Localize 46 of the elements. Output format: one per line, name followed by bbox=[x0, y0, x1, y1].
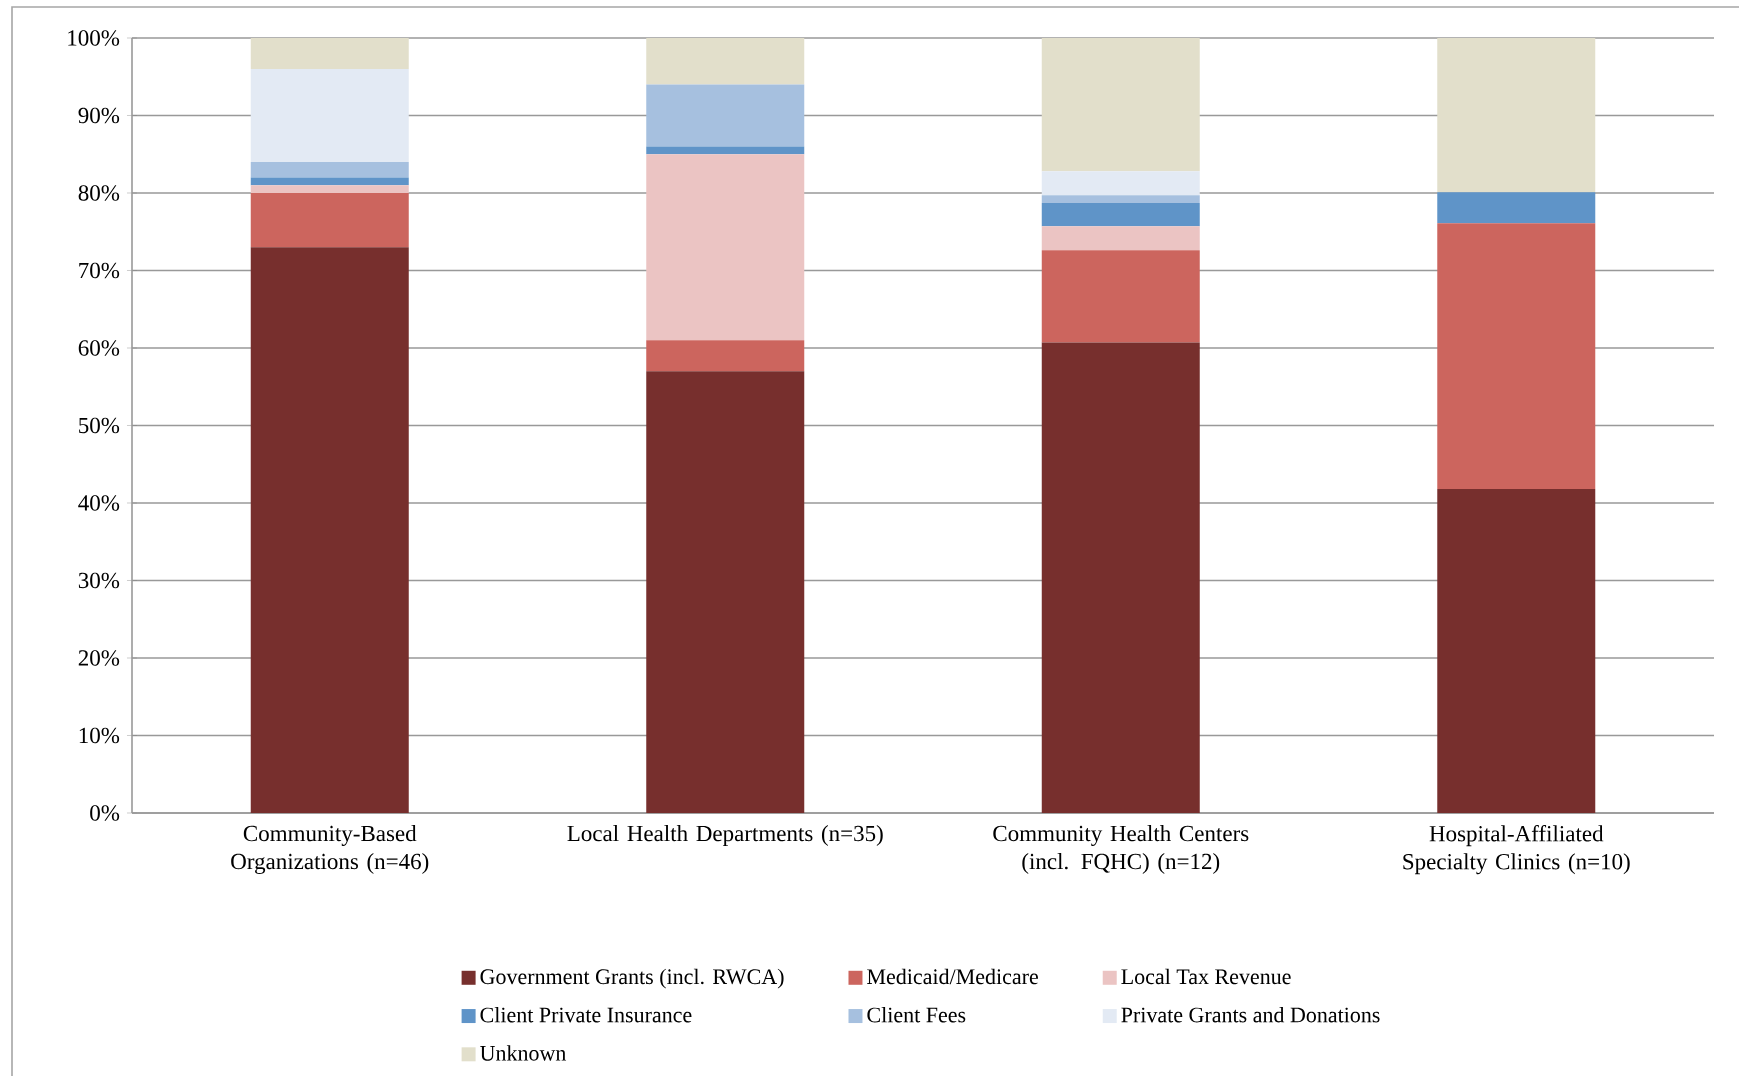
y-tick-label: 40% bbox=[78, 495, 120, 511]
bar bbox=[250, 185, 409, 193]
bar bbox=[646, 37, 805, 85]
bar bbox=[250, 247, 409, 813]
y-tick-label: 10% bbox=[79, 727, 120, 744]
bar bbox=[1437, 223, 1596, 490]
y-tick-label: 100% bbox=[68, 30, 120, 46]
legend-label: Client Fees bbox=[867, 1006, 966, 1023]
legend-label: Medicaid/Medicare bbox=[867, 968, 1038, 985]
x-tick-label: Hospital-Affiliated Specialty Clinics (n=10) bbox=[1403, 825, 1630, 875]
bar bbox=[1437, 489, 1596, 813]
bar bbox=[646, 154, 805, 341]
legend-label: Unknown bbox=[480, 1045, 567, 1061]
bar bbox=[1041, 226, 1200, 251]
legend-label: Government Grants (incl. RWCA) bbox=[480, 968, 784, 989]
x-tick-label: Community-Based Organizations (n=46) bbox=[231, 825, 429, 874]
bar bbox=[1437, 37, 1596, 193]
bar bbox=[1041, 250, 1200, 343]
legend-label: Local Tax Revenue bbox=[1121, 968, 1291, 985]
y-tick-label: 50% bbox=[79, 417, 120, 434]
bar bbox=[646, 146, 805, 155]
y-tick-label: 80% bbox=[78, 185, 120, 201]
y-tick-label: 30% bbox=[78, 572, 120, 589]
legend-label: Client Private Insurance bbox=[480, 1006, 692, 1023]
bar bbox=[250, 37, 409, 69]
y-tick-label: 20% bbox=[78, 650, 120, 666]
bar bbox=[250, 192, 409, 248]
x-tick-label: Community Health Centers (incl. FQHC) (n=12) bbox=[993, 825, 1249, 874]
bar bbox=[250, 161, 409, 178]
bar bbox=[1437, 192, 1596, 224]
x-tick-label: Local Health Departments (n=35) bbox=[567, 825, 883, 846]
bar bbox=[646, 84, 805, 147]
bar bbox=[646, 371, 805, 813]
bar bbox=[1041, 342, 1200, 813]
legend-label: Private Grants and Donations bbox=[1121, 1006, 1380, 1023]
y-tick-label: 0% bbox=[90, 805, 120, 821]
bar bbox=[1041, 195, 1200, 204]
bar bbox=[1041, 203, 1200, 227]
y-tick-label: 90% bbox=[78, 107, 120, 124]
bar bbox=[250, 68, 409, 162]
y-tick-label: 60% bbox=[78, 340, 120, 356]
y-tick-label: 70% bbox=[79, 262, 120, 279]
bar bbox=[1041, 171, 1200, 196]
bar bbox=[1041, 37, 1200, 172]
bar bbox=[250, 177, 409, 186]
bar bbox=[646, 340, 805, 372]
